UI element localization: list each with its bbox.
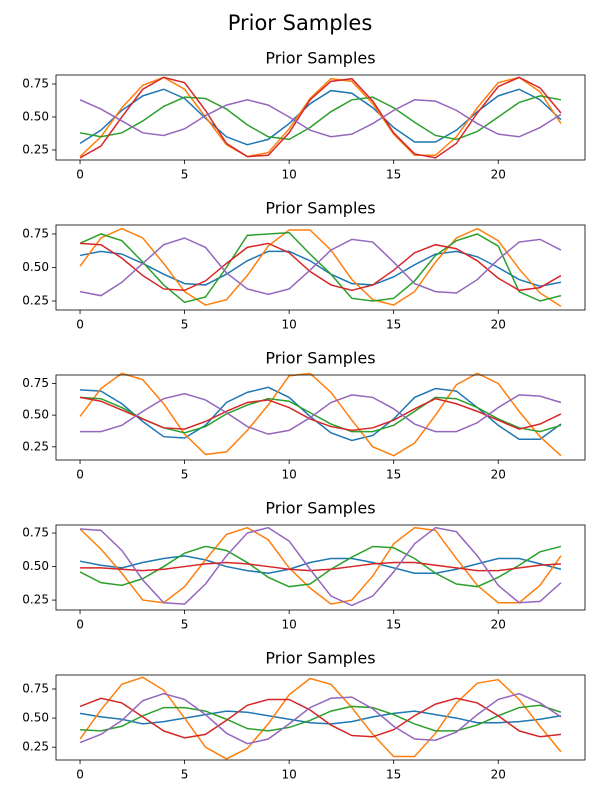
axes-frame [55, 524, 586, 611]
y-tick-label: 0.25 [22, 294, 49, 308]
x-tick-label: 5 [181, 768, 189, 782]
y-tick-label: 0.75 [22, 526, 49, 540]
series-line [79, 396, 562, 432]
series-line [79, 697, 562, 739]
x-tick-label: 5 [181, 618, 189, 632]
series-line [79, 676, 562, 760]
series-line [80, 561, 561, 572]
series-line [80, 526, 562, 607]
x-tick-label: 10 [281, 468, 296, 482]
x-tick-label: 15 [386, 318, 401, 332]
x-tick-label: 5 [181, 168, 189, 182]
x-tick-label: 5 [181, 468, 189, 482]
y-tick-label: 0.50 [22, 109, 49, 123]
y-tick-label: 0.50 [22, 260, 49, 274]
subplot-title: Prior Samples [265, 199, 375, 218]
y-tick-label: 0.75 [22, 681, 49, 695]
x-tick-label: 10 [281, 768, 296, 782]
series-line [79, 555, 562, 575]
axes-frame [55, 374, 586, 461]
x-tick-label: 15 [386, 618, 401, 632]
series-line [80, 704, 562, 732]
y-tick-label: 0.25 [22, 142, 49, 156]
x-tick-label: 0 [76, 468, 84, 482]
series-line [79, 99, 562, 138]
y-tick-label: 0.25 [22, 439, 49, 453]
series-line [79, 692, 562, 745]
axes-frame [55, 674, 586, 761]
series-line [79, 526, 562, 605]
y-tick-label: 0.50 [22, 408, 49, 422]
x-tick-label: 0 [76, 318, 84, 332]
y-tick-label: 0.75 [22, 76, 49, 90]
x-tick-label: 0 [76, 168, 84, 182]
series-line [79, 231, 562, 304]
y-tick-label: 0.75 [22, 226, 49, 240]
series-line [79, 76, 562, 158]
series-line [79, 250, 562, 288]
subplot-title: Prior Samples [265, 649, 375, 668]
x-tick-label: 0 [76, 618, 84, 632]
x-tick-label: 20 [491, 318, 506, 332]
series-line [79, 237, 562, 297]
x-tick-label: 15 [386, 168, 401, 182]
series-line [79, 545, 562, 588]
subplot-title: Prior Samples [265, 49, 375, 68]
x-tick-label: 20 [491, 768, 506, 782]
series-line [80, 242, 562, 292]
series-line [79, 95, 562, 141]
axes-frame [55, 224, 586, 311]
series-line [80, 386, 562, 442]
x-tick-label: 10 [281, 318, 296, 332]
series-line [79, 76, 562, 159]
x-tick-label: 20 [491, 168, 506, 182]
figure-title: Prior Samples [228, 11, 373, 35]
x-tick-label: 5 [181, 318, 189, 332]
y-tick-label: 0.50 [22, 711, 49, 725]
x-tick-label: 10 [281, 168, 296, 182]
x-tick-label: 15 [386, 768, 401, 782]
series-line [80, 392, 562, 435]
x-tick-label: 20 [491, 468, 506, 482]
x-tick-label: 10 [281, 618, 296, 632]
axes-frame [55, 74, 586, 161]
subplot-title: Prior Samples [265, 499, 375, 518]
series-line [79, 227, 562, 308]
x-tick-label: 15 [386, 468, 401, 482]
y-tick-label: 0.25 [22, 593, 49, 607]
x-tick-label: 0 [76, 768, 84, 782]
x-tick-label: 20 [491, 618, 506, 632]
y-tick-label: 0.25 [22, 740, 49, 754]
subplot-title: Prior Samples [265, 349, 375, 368]
y-tick-label: 0.50 [22, 559, 49, 573]
y-tick-label: 0.75 [22, 376, 49, 390]
